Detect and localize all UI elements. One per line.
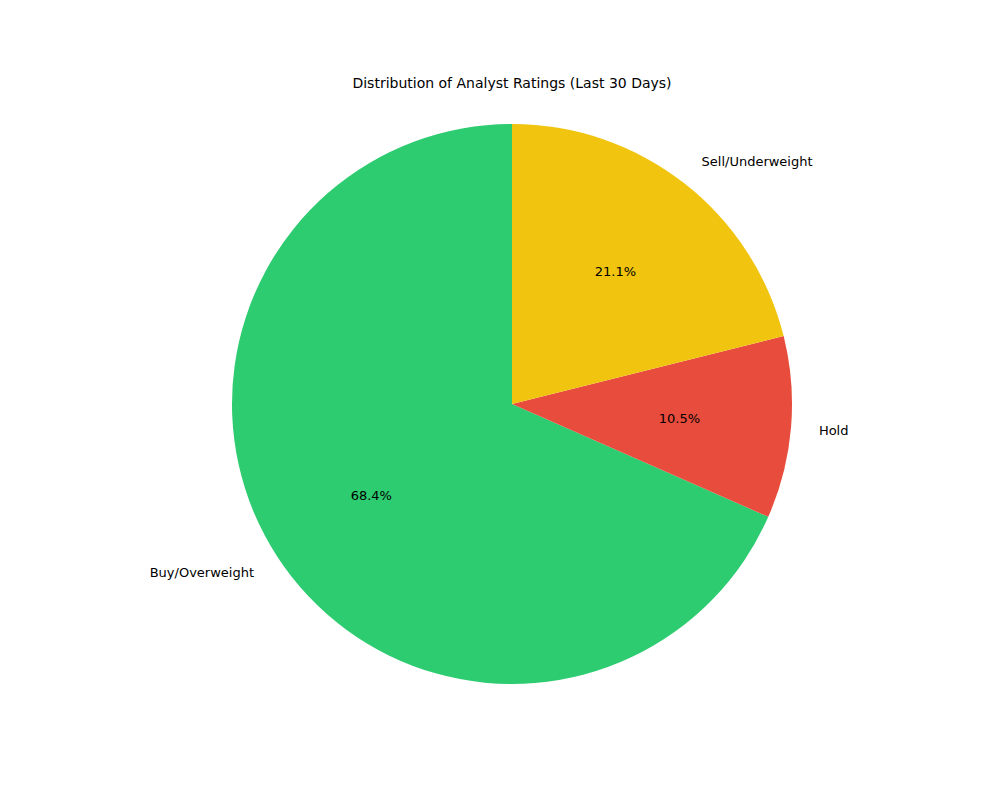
data-label: 21.1% [595,264,636,279]
slice-label: Buy/Overweight [150,565,254,580]
data-label: 10.5% [659,411,700,426]
chart: Distribution of Analyst Ratings (Last 30… [0,0,1000,800]
pie: Buy/Overweight Hold Sell/Underweight 68.4% 1… [150,124,849,684]
title: Distribution of Analyst Ratings (Last 30… [352,75,671,91]
slice-label: Hold [819,423,849,438]
slice-label: Sell/Underweight [702,154,813,169]
data-label: 68.4% [351,488,392,503]
